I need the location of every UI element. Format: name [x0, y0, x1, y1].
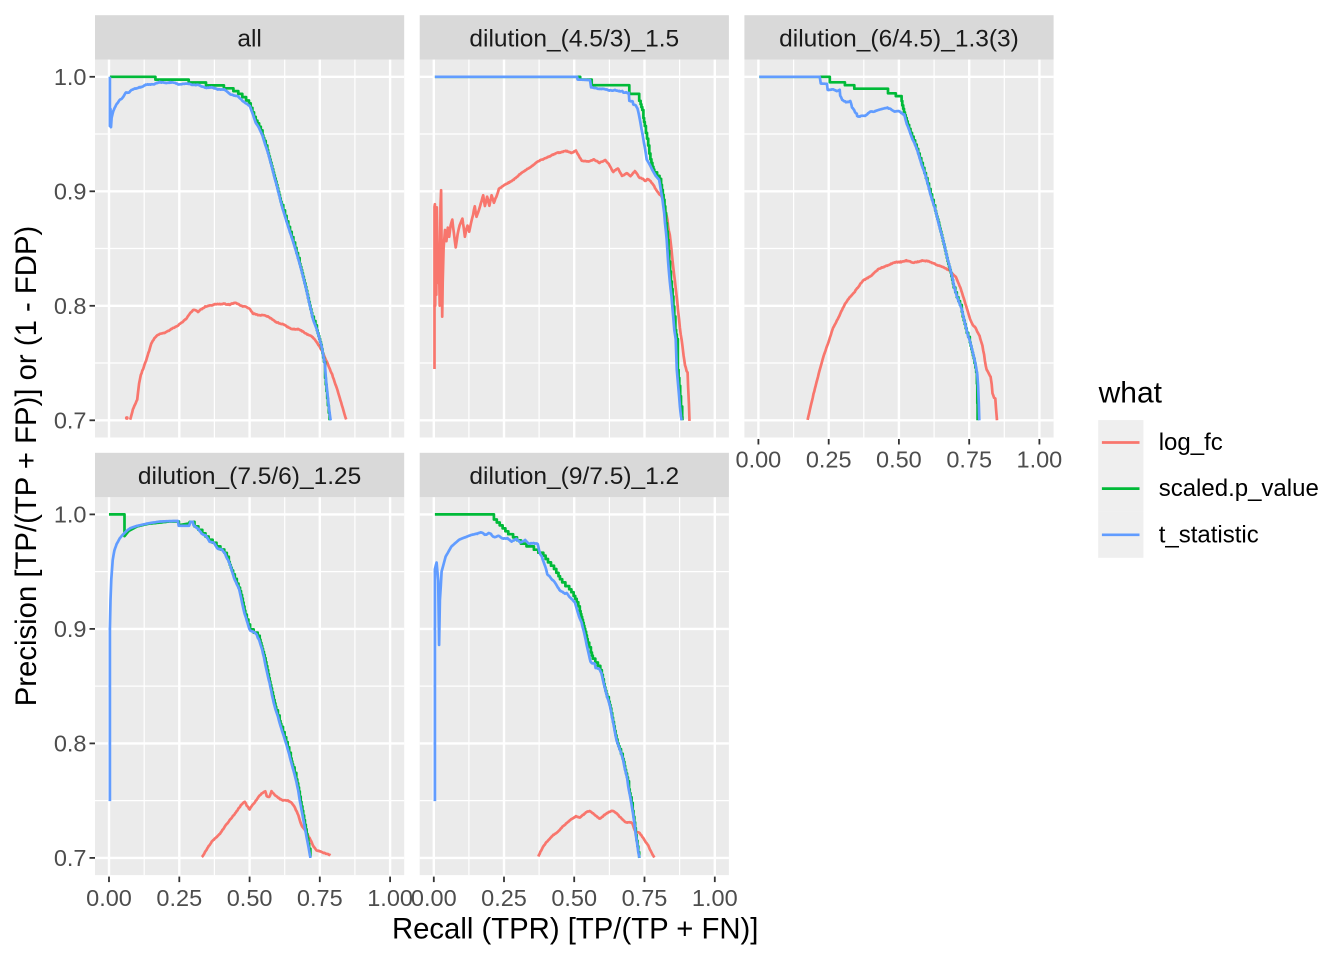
- svg-text:0.25: 0.25: [481, 885, 527, 911]
- svg-text:0.00: 0.00: [736, 446, 782, 472]
- svg-text:0.25: 0.25: [806, 446, 852, 472]
- svg-text:0.00: 0.00: [86, 885, 132, 911]
- svg-text:all: all: [237, 25, 262, 52]
- svg-text:0.9: 0.9: [54, 178, 87, 204]
- svg-text:0.7: 0.7: [54, 407, 87, 433]
- svg-text:0.25: 0.25: [156, 885, 202, 911]
- svg-text:dilution_(9/7.5)_1.2: dilution_(9/7.5)_1.2: [469, 463, 679, 490]
- svg-text:0.7: 0.7: [54, 845, 87, 871]
- svg-text:scaled.p_value: scaled.p_value: [1159, 475, 1319, 502]
- svg-text:0.75: 0.75: [946, 446, 992, 472]
- svg-text:what: what: [1098, 377, 1163, 410]
- svg-text:log_fc: log_fc: [1159, 429, 1223, 456]
- svg-text:1.00: 1.00: [692, 885, 738, 911]
- svg-text:dilution_(7.5/6)_1.25: dilution_(7.5/6)_1.25: [138, 463, 361, 490]
- svg-text:0.50: 0.50: [876, 446, 922, 472]
- svg-text:0.00: 0.00: [411, 885, 457, 911]
- svg-text:0.75: 0.75: [622, 885, 668, 911]
- svg-text:t_statistic: t_statistic: [1159, 521, 1259, 548]
- svg-text:1.0: 1.0: [54, 64, 87, 90]
- svg-text:0.50: 0.50: [551, 885, 597, 911]
- svg-text:1.00: 1.00: [367, 885, 413, 911]
- svg-text:Precision [TP/(TP + FP)] or (1: Precision [TP/(TP + FP)] or (1 - FDP): [10, 226, 43, 707]
- svg-text:0.50: 0.50: [227, 885, 273, 911]
- svg-text:0.8: 0.8: [54, 730, 87, 756]
- svg-text:0.9: 0.9: [54, 616, 87, 642]
- svg-text:1.0: 1.0: [54, 501, 87, 527]
- svg-text:dilution_(4.5/3)_1.5: dilution_(4.5/3)_1.5: [469, 25, 679, 52]
- svg-text:0.8: 0.8: [54, 293, 87, 319]
- svg-text:1.00: 1.00: [1017, 446, 1063, 472]
- svg-text:Recall (TPR) [TP/(TP + FN)]: Recall (TPR) [TP/(TP + FN)]: [392, 912, 759, 945]
- svg-text:0.75: 0.75: [297, 885, 343, 911]
- svg-text:dilution_(6/4.5)_1.3(3): dilution_(6/4.5)_1.3(3): [779, 25, 1019, 52]
